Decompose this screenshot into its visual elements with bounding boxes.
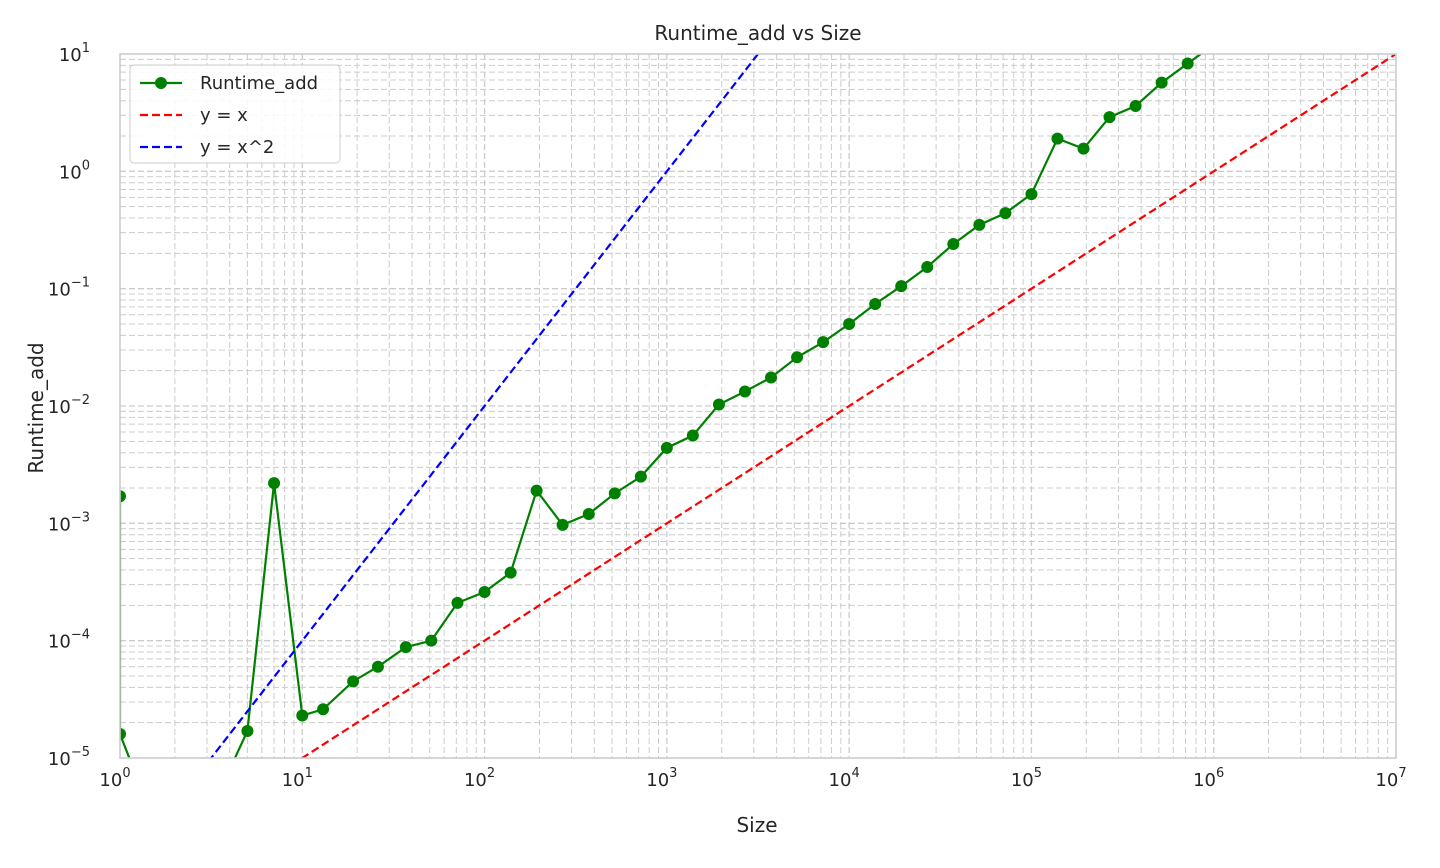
data-point	[582, 508, 595, 521]
x-tick-label: 107	[1375, 766, 1406, 791]
data-point	[608, 487, 621, 500]
data-point	[371, 660, 384, 673]
data-point	[843, 317, 856, 330]
data-point	[530, 484, 543, 497]
grid	[120, 54, 1396, 758]
x-tick-label: 103	[646, 766, 677, 791]
data-point	[634, 470, 647, 483]
data-point	[1025, 188, 1038, 201]
data-point	[1208, 39, 1220, 51]
y-tick-label: 10−1	[48, 276, 90, 301]
data-point	[1077, 142, 1090, 155]
data-point	[712, 398, 725, 411]
data-point	[1181, 57, 1194, 70]
data-point	[399, 641, 412, 654]
series-line-3	[209, 54, 759, 758]
data-point	[1103, 111, 1116, 124]
data-point	[504, 566, 517, 579]
x-tick-label: 100	[99, 766, 130, 791]
y-tick-label: 101	[59, 41, 90, 66]
data-point	[947, 238, 960, 251]
data-point	[478, 585, 491, 598]
data-point	[201, 813, 213, 825]
legend-box	[129, 64, 341, 164]
data-point	[241, 724, 254, 737]
data-point	[869, 298, 882, 311]
x-tick-label: 101	[282, 766, 313, 791]
data-point	[738, 385, 751, 398]
data-point	[1129, 100, 1142, 113]
data-point	[765, 371, 778, 384]
data-point	[224, 763, 236, 775]
x-tick-label: 102	[464, 766, 495, 791]
plot-frame	[119, 53, 1397, 759]
data-point	[317, 703, 330, 716]
y-tick-label: 10−3	[48, 510, 90, 535]
tick-labels: 100 101 102 103 104 105 106 107 10−5 10−4 10−3 10−2…	[48, 41, 1407, 791]
data-point	[660, 441, 673, 454]
y-tick-label: 10−2	[48, 393, 90, 418]
data-point	[686, 429, 699, 442]
data-point	[1051, 132, 1064, 145]
x-tick-label: 104	[829, 766, 860, 791]
legend-label: y = x	[200, 105, 248, 126]
data-point	[921, 260, 934, 273]
data-point	[556, 518, 569, 531]
y-tick-label: 10−5	[48, 745, 90, 770]
data-point	[451, 596, 464, 609]
x-tick-label: 106	[1193, 766, 1224, 791]
data-point	[120, 728, 126, 741]
data-point	[973, 218, 986, 231]
series-line-2	[300, 54, 1396, 758]
x-axis-label: Size	[736, 813, 777, 837]
data-point	[347, 675, 360, 688]
legend-label: y = x^2	[200, 137, 274, 158]
data-point	[268, 477, 281, 490]
data-point	[817, 336, 830, 349]
data-point	[296, 709, 309, 722]
legend-label: Runtime_add	[200, 73, 318, 94]
data-point	[999, 207, 1012, 220]
data-point	[120, 490, 126, 503]
x-tick-label: 105	[1011, 766, 1042, 791]
legend-marker	[155, 77, 167, 89]
data-point	[1155, 76, 1168, 89]
y-tick-label: 10−4	[48, 628, 90, 653]
data-point	[791, 351, 804, 364]
data-point	[425, 634, 438, 647]
chart-title: Runtime_add vs Size	[654, 21, 861, 45]
series-layer	[120, 39, 1396, 825]
y-tick-label: 100	[59, 158, 90, 183]
y-axis-label: Runtime_add	[24, 342, 48, 473]
data-point	[895, 280, 908, 293]
